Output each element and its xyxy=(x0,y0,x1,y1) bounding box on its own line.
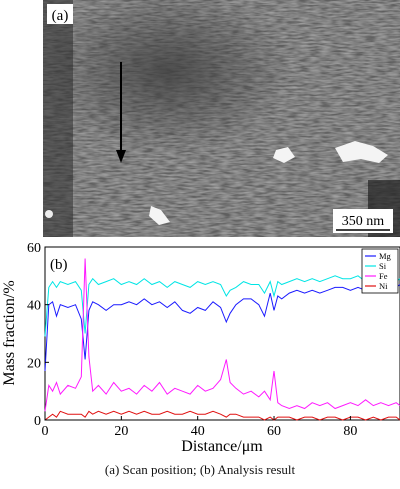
legend-label: Si xyxy=(379,261,387,271)
scale-bar-box xyxy=(333,209,393,233)
plot-frame xyxy=(44,246,400,421)
series-line-si xyxy=(44,275,400,337)
series-layer xyxy=(44,258,400,421)
sem-micrograph: (a) 350 nm xyxy=(43,0,400,237)
scale-bar-label: 350 nm xyxy=(342,214,385,229)
figure-caption: (a) Scan position; (b) Analysis result xyxy=(104,462,296,477)
x-tick-label: 60 xyxy=(267,424,281,439)
y-tick-label: 60 xyxy=(27,241,41,256)
ticks-layer: 0 20 40 60 80 0 20 40 60 xyxy=(27,241,357,439)
micrograph-dark-corner xyxy=(43,0,73,237)
panel-label: (b) xyxy=(50,257,68,273)
y-tick-label: 20 xyxy=(27,356,41,371)
series-line-fe xyxy=(44,258,400,412)
bright-particle xyxy=(149,206,170,225)
down-arrow-icon xyxy=(116,150,126,163)
legend-label: Ni xyxy=(379,281,388,291)
legend-label: Mg xyxy=(379,251,392,261)
bright-particle xyxy=(335,141,388,163)
legend-label: Fe xyxy=(379,271,388,281)
bright-particle xyxy=(45,210,53,218)
micrograph-dark-region xyxy=(43,0,400,237)
x-tick-label: 20 xyxy=(114,424,128,439)
x-axis-label: Distance/μm xyxy=(181,438,263,455)
y-tick-label: 0 xyxy=(34,414,41,429)
x-tick-label: 40 xyxy=(191,424,205,439)
panel-label: (a) xyxy=(52,8,69,24)
x-tick-label: 80 xyxy=(343,424,357,439)
x-tick-label: 0 xyxy=(42,424,49,439)
series-line-ni xyxy=(44,410,400,421)
y-tick-label: 40 xyxy=(27,299,41,314)
bright-particle xyxy=(273,147,295,163)
scan-direction-arrow xyxy=(116,62,126,163)
y-axis-label: Mass fraction/% xyxy=(1,280,18,385)
series-line-mg xyxy=(44,284,400,372)
panel-label-box xyxy=(47,4,73,24)
